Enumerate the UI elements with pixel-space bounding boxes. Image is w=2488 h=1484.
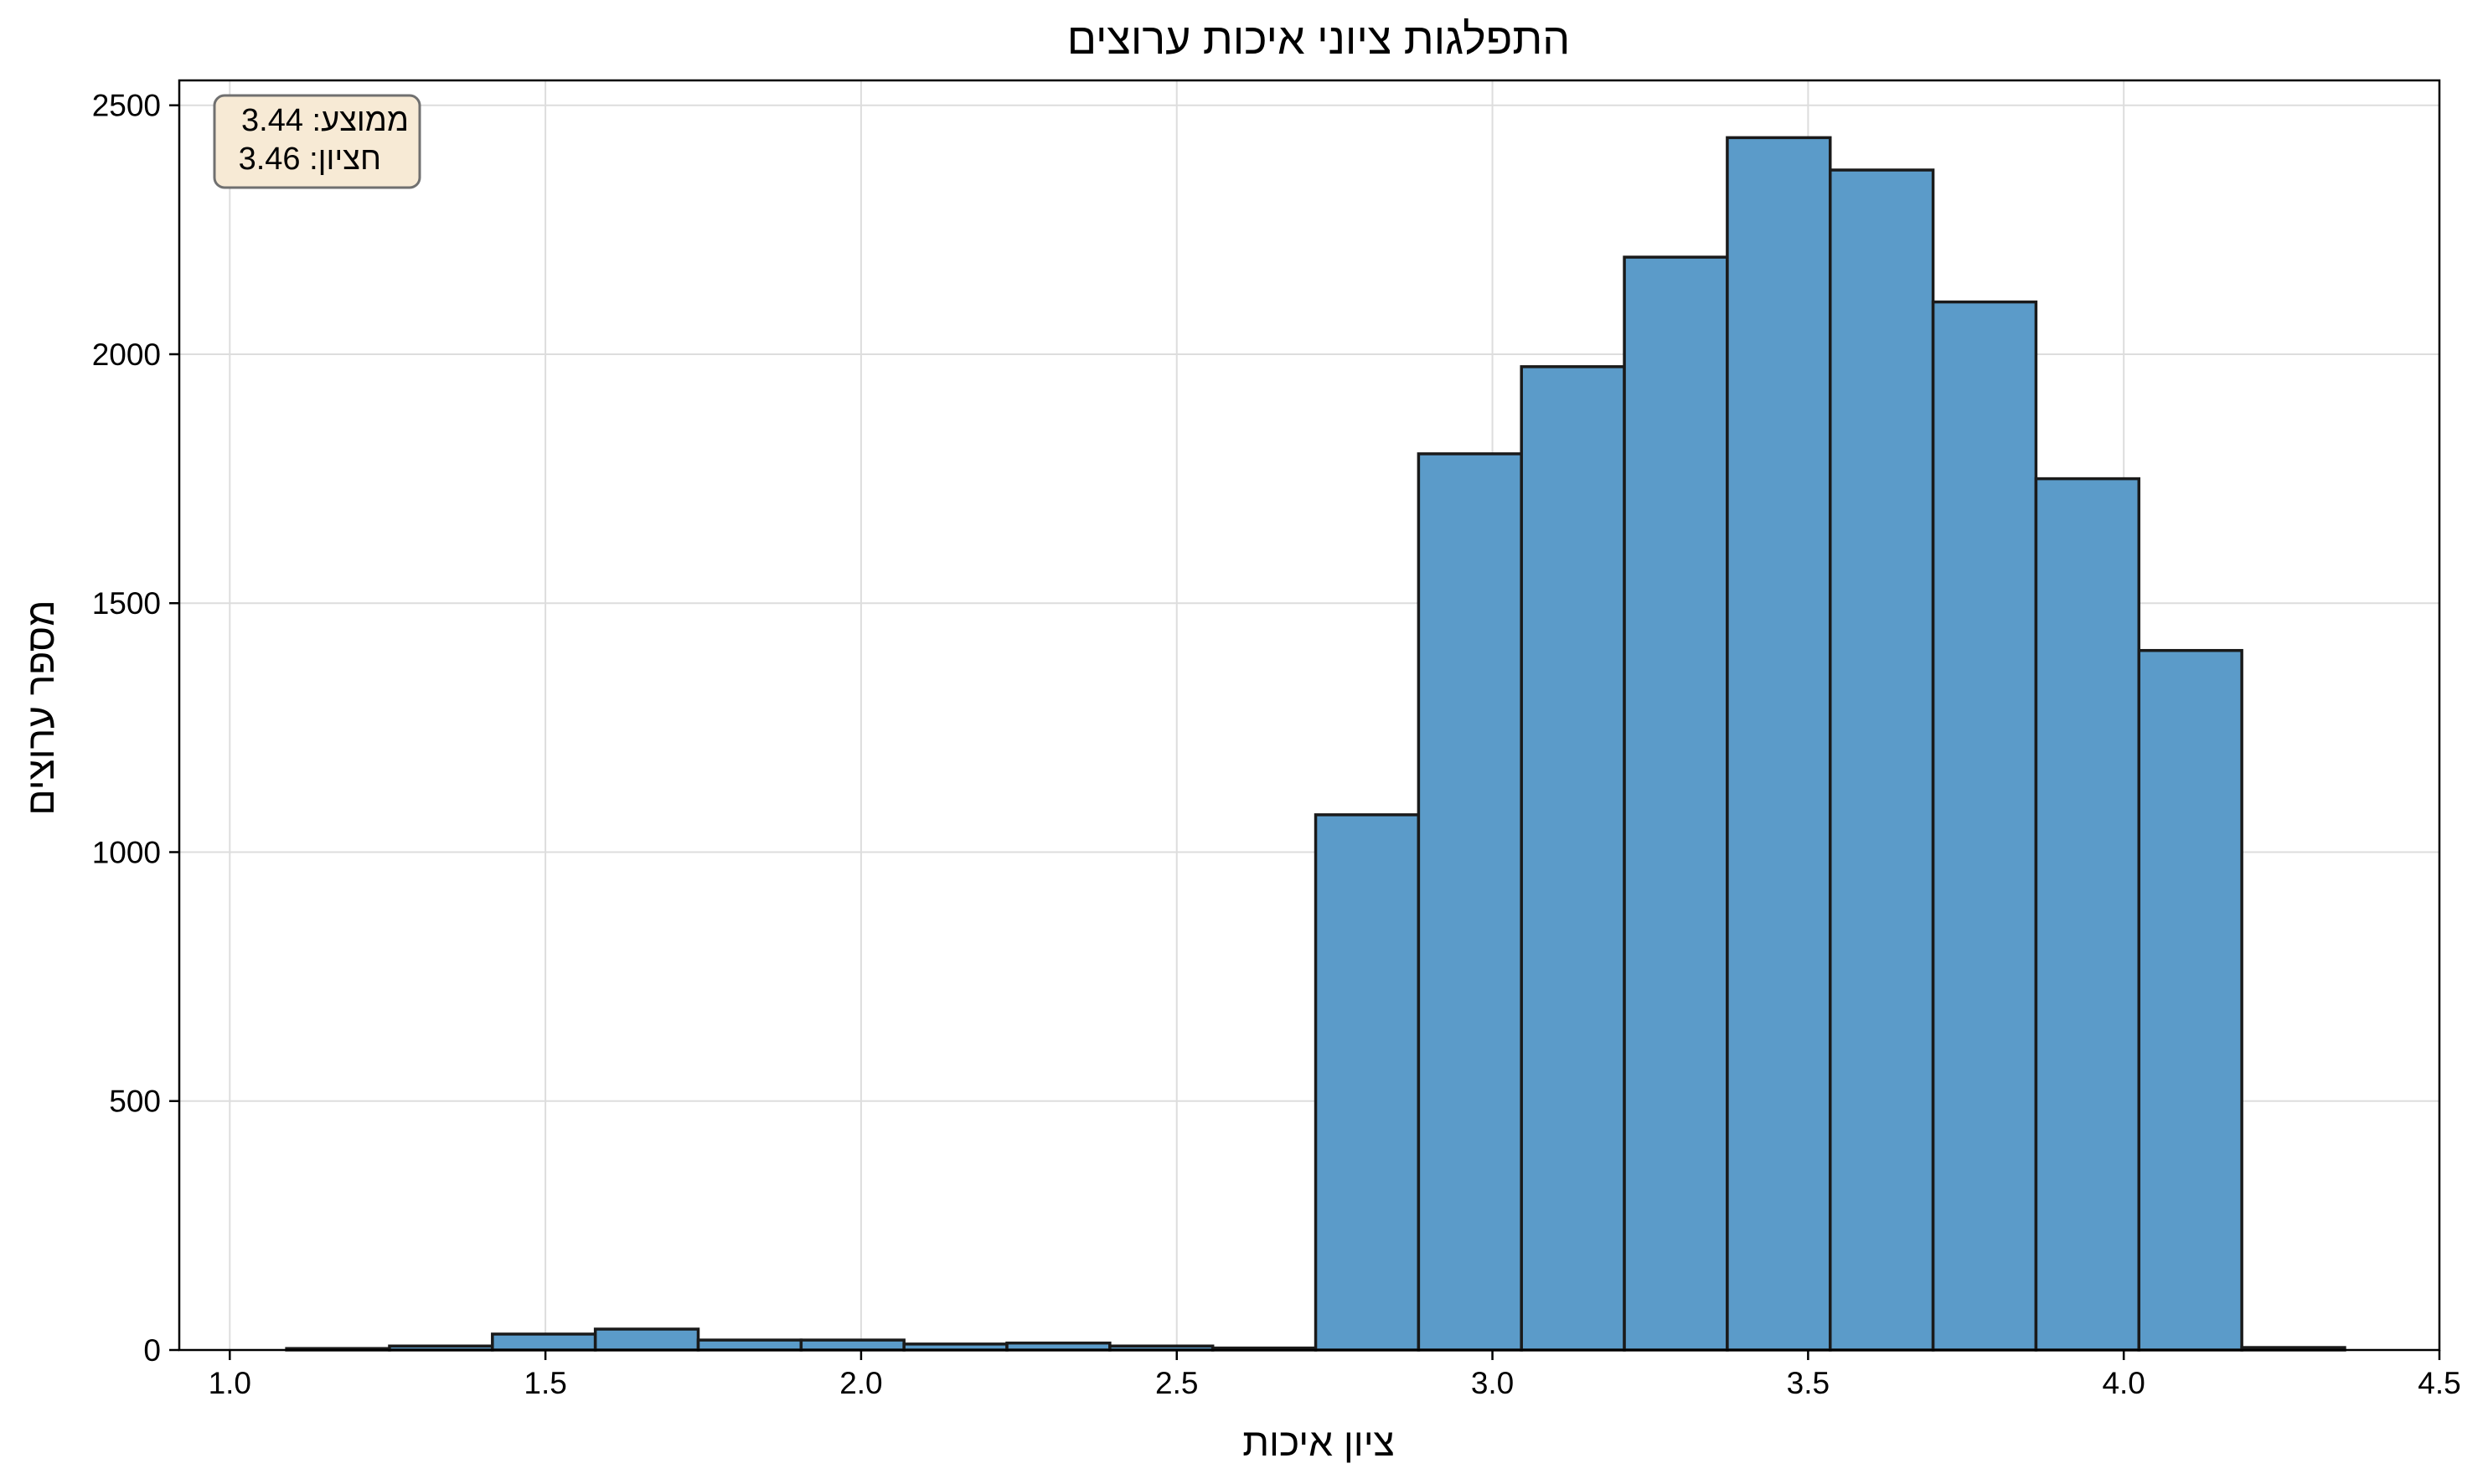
x-tick-label: 4.5 (2418, 1366, 2460, 1400)
histogram-bar (1726, 136, 1832, 1352)
histogram-bar (1314, 813, 1421, 1352)
y-axis-label: מספר ערוצים (18, 600, 62, 815)
x-axis-ticks: 1.0 1.5 2.0 2.5 3.0 3.5 4.0 4.5 (209, 1350, 2461, 1400)
histogram-bar (1623, 255, 1729, 1352)
plot-frame (178, 79, 2441, 1352)
y-tick-label: 1500 (92, 586, 161, 621)
y-tick-label: 1000 (92, 835, 161, 869)
x-tick-label: 3.5 (1787, 1366, 1830, 1400)
x-axis-label: ציון איכות (1242, 1420, 1394, 1464)
x-tick-label: 1.0 (209, 1366, 251, 1400)
histogram-bar (799, 1338, 906, 1352)
histogram-bar (1520, 365, 1626, 1352)
y-tick-label: 500 (109, 1085, 161, 1119)
chart-title: התפלגות ציוני איכות ערוצים (1067, 15, 1570, 64)
histogram-bar (593, 1327, 700, 1352)
x-tick-label: 4.0 (2102, 1366, 2145, 1400)
histogram-bar (1417, 452, 1523, 1352)
histogram-bar (2137, 648, 2243, 1352)
mean-annotation: ממוצע: 3.44 (241, 103, 409, 138)
histogram-bar (2034, 477, 2141, 1352)
histogram-bar (1828, 168, 1935, 1352)
y-tick-label: 2500 (92, 89, 161, 123)
x-tick-label: 1.5 (524, 1366, 566, 1400)
median-annotation: חציון: 3.46 (239, 142, 381, 177)
x-tick-label: 2.5 (1155, 1366, 1198, 1400)
histogram-bar (696, 1338, 803, 1352)
statistics-box: ממוצע: 3.44 חציון: 3.46 (213, 94, 421, 189)
statistics-box-background (213, 94, 421, 189)
x-tick-label: 3.0 (1471, 1366, 1514, 1400)
y-tick-label: 2000 (92, 338, 161, 372)
histogram-bar (491, 1332, 597, 1352)
y-tick-label: 0 (143, 1333, 161, 1368)
histogram-bars (285, 136, 2346, 1352)
histogram-bar (1931, 300, 2038, 1352)
x-tick-label: 2.0 (839, 1366, 882, 1400)
y-axis-ticks: 0 500 1000 1500 2000 2500 (92, 89, 179, 1368)
